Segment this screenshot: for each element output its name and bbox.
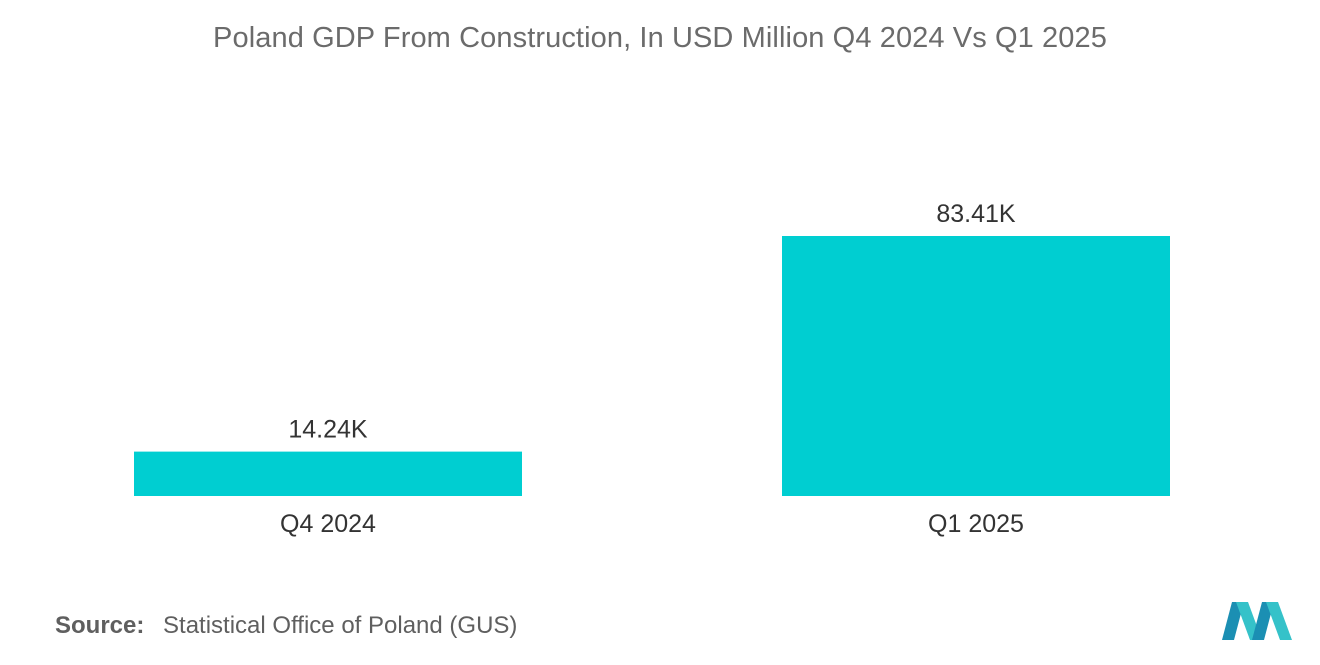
bar-q4-2024 bbox=[134, 451, 522, 496]
source-text: Statistical Office of Poland (GUS) bbox=[163, 612, 518, 639]
source-label: Source: bbox=[55, 612, 145, 639]
chart-title: Poland GDP From Construction, In USD Mil… bbox=[213, 22, 1107, 54]
bar-q1-2025 bbox=[782, 236, 1170, 496]
data-label: 14.24K bbox=[288, 416, 368, 444]
source-note: Source: Statistical Office of Poland (GU… bbox=[55, 612, 517, 640]
data-label: 83.41K bbox=[936, 200, 1016, 228]
x-tick-label: Q1 2025 bbox=[928, 510, 1024, 538]
brand-logo-icon bbox=[1222, 602, 1292, 640]
x-tick-label: Q4 2024 bbox=[280, 510, 376, 538]
